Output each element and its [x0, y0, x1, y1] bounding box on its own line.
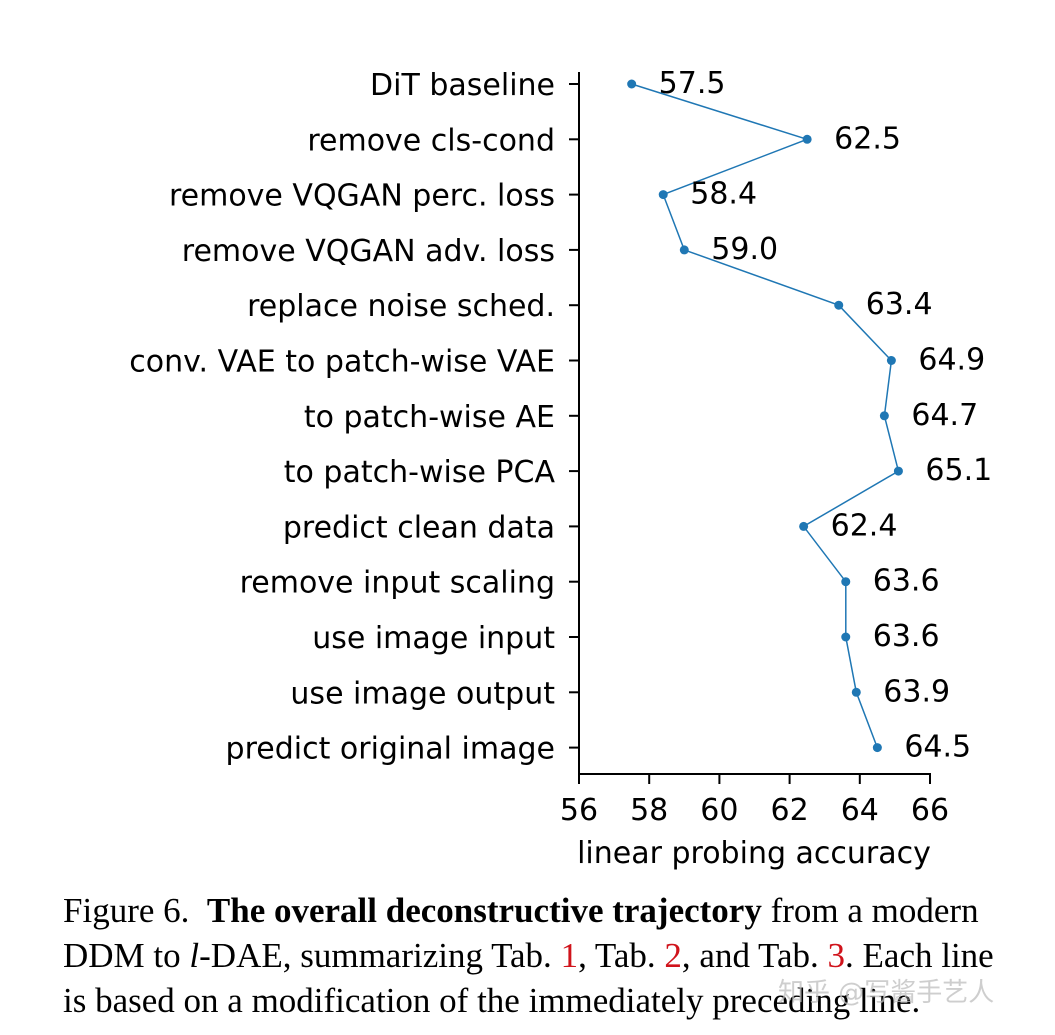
data-label: 58.4 — [690, 177, 757, 212]
caption-l-symbol: l — [189, 936, 200, 975]
caption-text-2d: , and Tab. — [681, 936, 819, 975]
y-tick-label: to patch-wise PCA — [284, 455, 556, 490]
caption-ref-tab3[interactable]: 3 — [827, 936, 846, 975]
x-tick-label: 66 — [911, 793, 949, 828]
y-tick-label: remove VQGAN adv. loss — [182, 234, 555, 269]
data-label: 64.9 — [918, 343, 985, 378]
y-tick-label: remove cls-cond — [307, 123, 555, 158]
caption-title: The overall deconstructive trajectory — [206, 891, 762, 930]
data-point — [879, 411, 889, 421]
y-tick-label: use image input — [312, 621, 555, 656]
caption-text-2c: , Tab. — [578, 936, 656, 975]
trajectory-chart: DiT baseline remove cls-cond remove VQGAN … — [129, 66, 993, 871]
y-tick-label: predict original image — [226, 732, 555, 767]
y-tick-label: DiT baseline — [370, 68, 555, 103]
data-point — [802, 134, 812, 144]
data-label: 59.0 — [711, 232, 778, 267]
data-label: 62.5 — [834, 121, 901, 156]
y-tick-label: predict clean data — [283, 510, 555, 545]
y-tick-label: use image output — [290, 676, 555, 711]
data-points-layer — [627, 79, 903, 753]
watermark: 知乎 @写酱手艺人 — [778, 978, 995, 1008]
data-point — [841, 632, 851, 642]
x-tick-label: 60 — [700, 793, 738, 828]
x-tick-label: 62 — [771, 793, 809, 828]
y-tick-label: replace noise sched. — [247, 289, 555, 324]
data-labels-layer: 57.5 62.5 58.4 59.0 63.4 64.9 64.7 65.1 62.4 63.6… — [659, 66, 993, 765]
caption-text-2b: -DAE, summarizing Tab. — [199, 936, 552, 975]
caption-label: Figure 6. — [63, 891, 190, 930]
axes: DiT baseline remove cls-cond remove VQGAN … — [129, 68, 949, 828]
data-point — [679, 245, 689, 255]
caption-text-3: is based on a modification of the immedi… — [63, 981, 921, 1020]
data-label: 62.4 — [831, 508, 898, 543]
caption-ref-tab1[interactable]: 1 — [560, 936, 579, 975]
data-point — [893, 466, 903, 476]
data-label: 65.1 — [925, 453, 992, 488]
figure-caption: Figure 6. The overall deconstructive tra… — [63, 888, 1053, 1023]
data-point — [799, 521, 809, 531]
x-tick-label: 64 — [841, 793, 879, 828]
data-label: 63.4 — [866, 287, 933, 322]
data-label: 57.5 — [659, 66, 726, 101]
x-tick-label: 58 — [630, 793, 668, 828]
caption-ref-tab2[interactable]: 2 — [664, 936, 682, 975]
y-tick-label: remove input scaling — [240, 566, 555, 601]
data-label: 63.9 — [883, 674, 950, 709]
data-point — [658, 190, 668, 200]
data-label: 64.7 — [911, 398, 978, 433]
data-point — [841, 577, 851, 587]
data-point — [886, 356, 896, 365]
data-point — [834, 300, 844, 310]
y-tick-label: to patch-wise AE — [304, 400, 555, 435]
x-axis-label: linear probing accuracy — [577, 836, 931, 871]
series-line — [631, 83, 900, 748]
data-label: 63.6 — [873, 564, 940, 599]
data-point — [872, 743, 882, 753]
data-label: 64.5 — [904, 730, 971, 765]
caption-text-2e: . Each line — [845, 936, 994, 975]
x-tick-label: 56 — [560, 793, 598, 828]
caption-text-2a: DDM to — [63, 936, 181, 975]
y-tick-label: conv. VAE to patch-wise VAE — [129, 345, 555, 380]
caption-line-3: is based on a modification of the immedi… — [63, 978, 1053, 1023]
y-tick-label: remove VQGAN perc. loss — [169, 179, 555, 214]
data-label: 63.6 — [873, 619, 940, 654]
caption-line-2: DDM to l-DAE, summarizing Tab. 1, Tab. 2… — [63, 933, 1053, 978]
series-line-layer — [631, 83, 900, 748]
caption-text-1: from a modern — [770, 891, 979, 930]
data-point — [851, 687, 861, 697]
caption-line-1: Figure 6. The overall deconstructive tra… — [63, 888, 1053, 933]
data-point — [627, 79, 637, 89]
